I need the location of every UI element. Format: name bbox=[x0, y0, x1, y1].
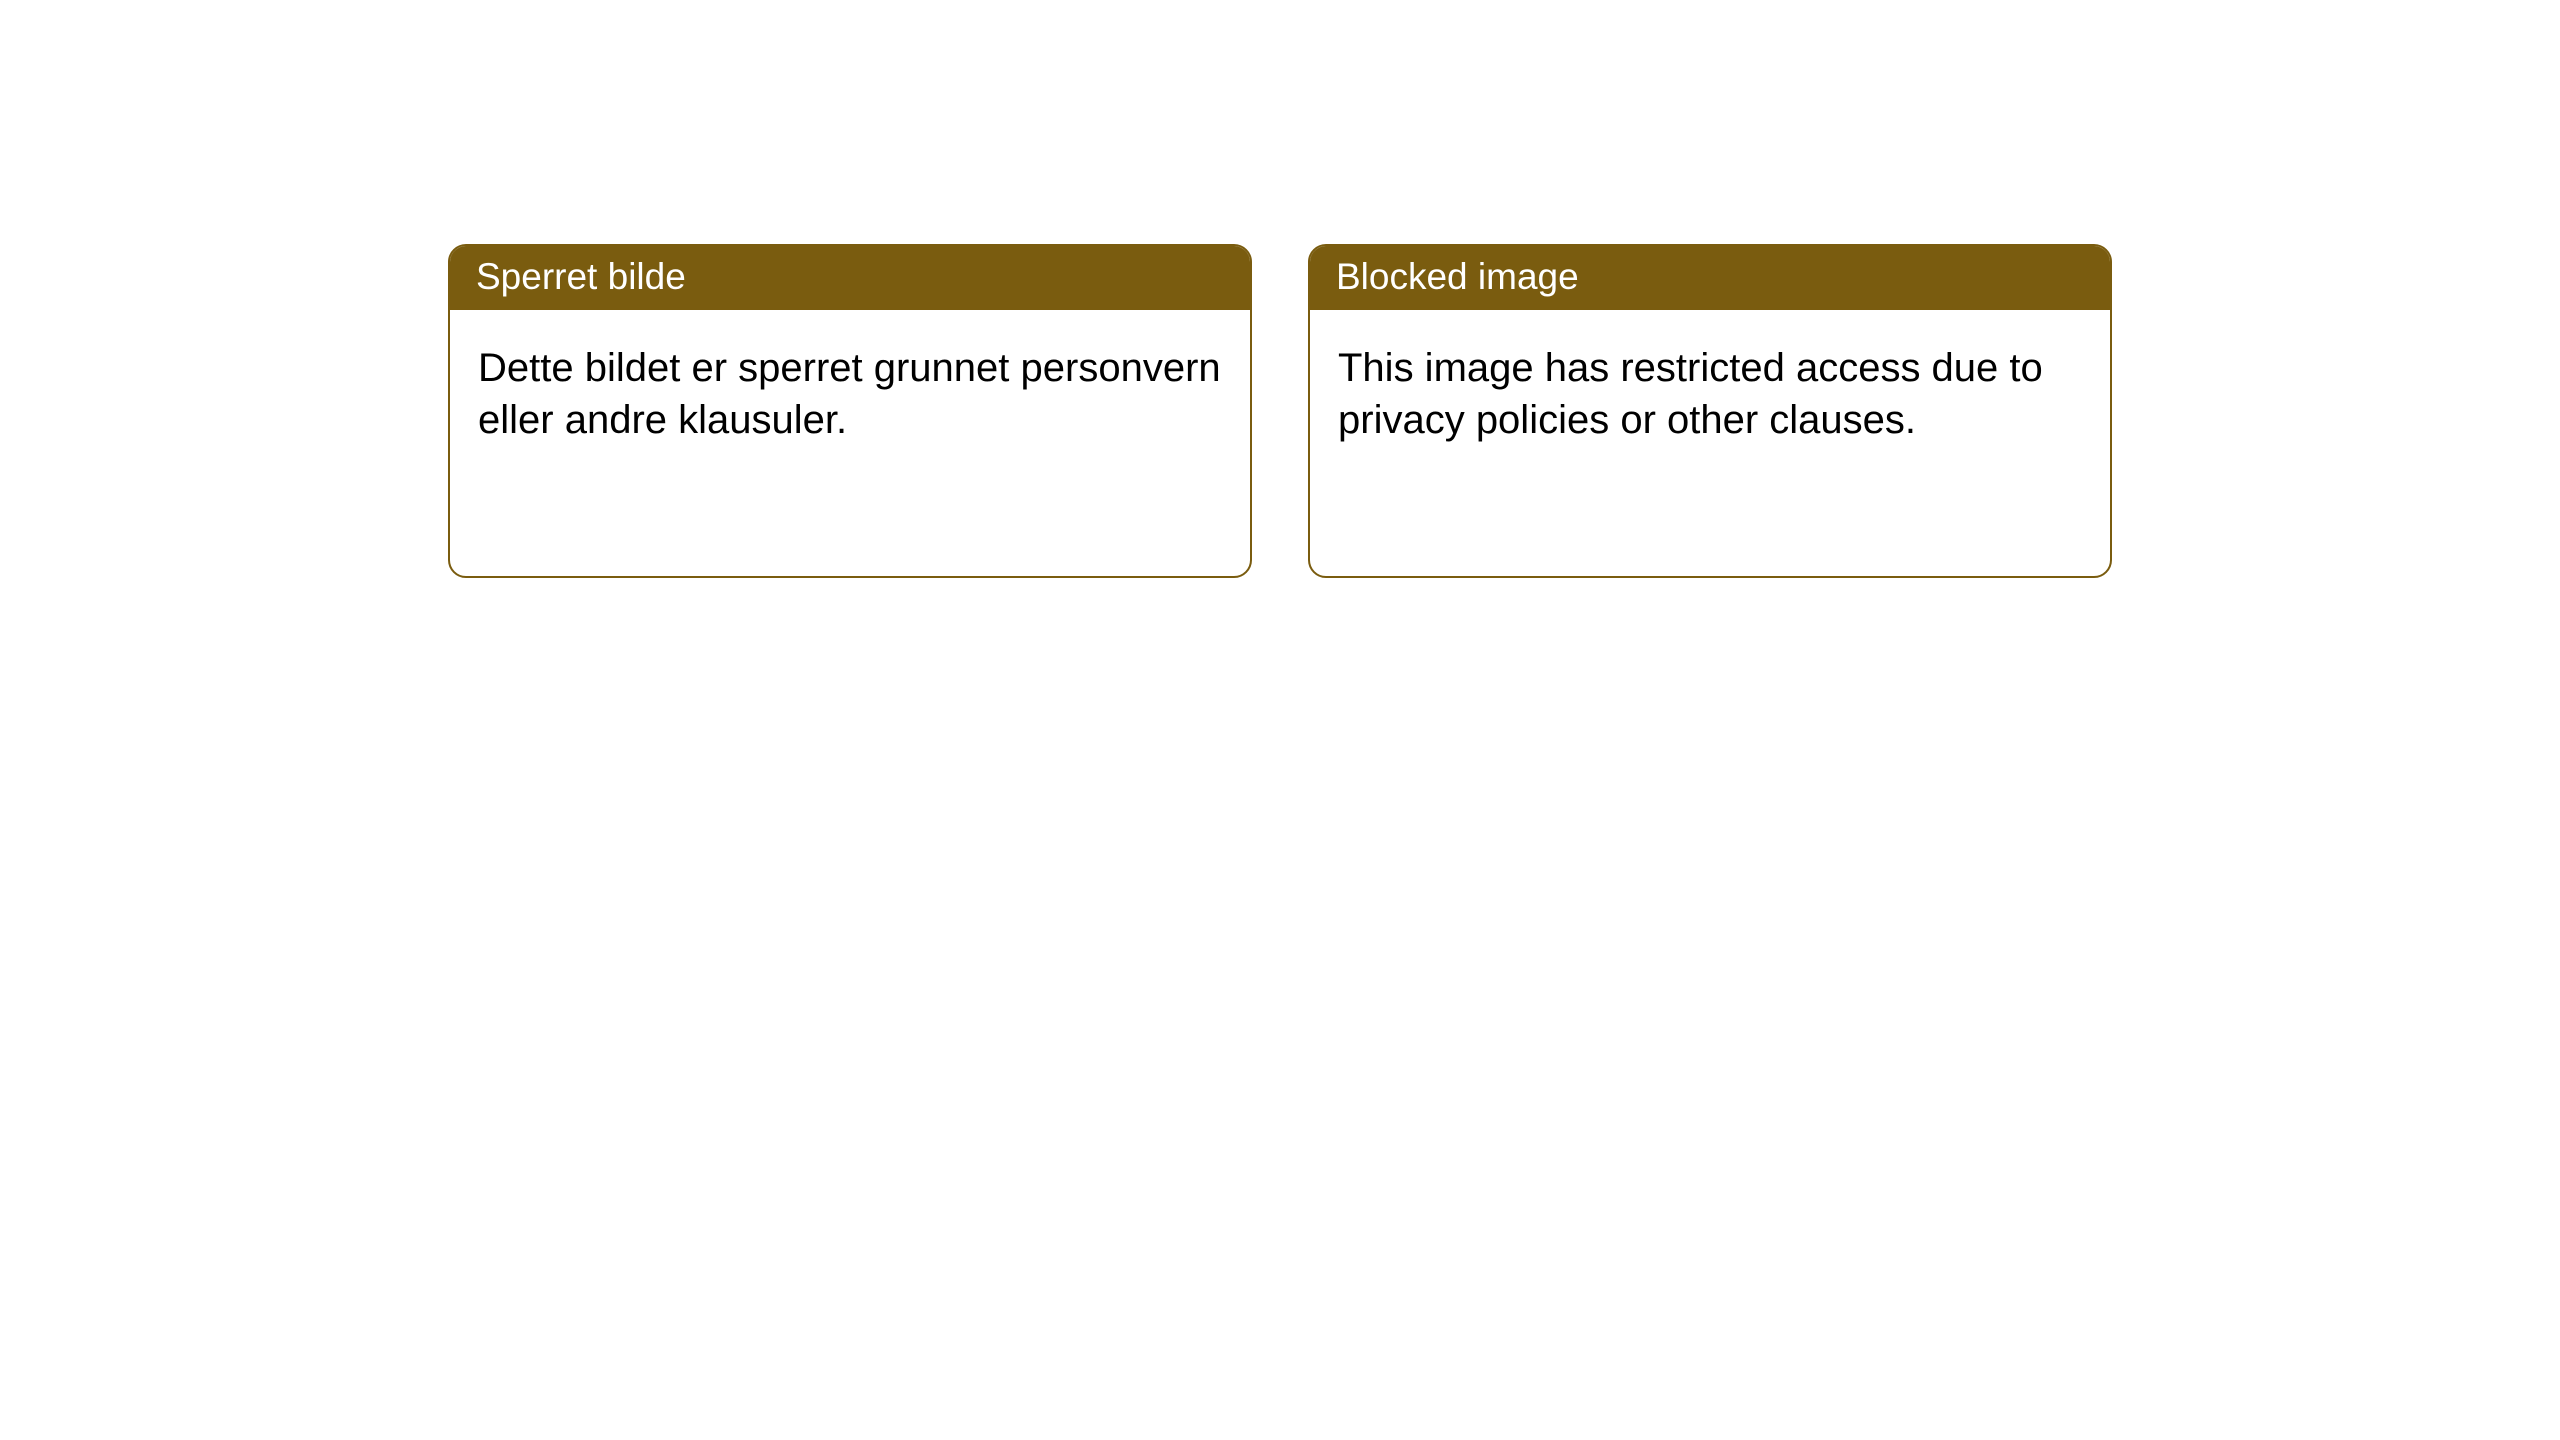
notice-card-english: Blocked image This image has restricted … bbox=[1308, 244, 2112, 578]
notice-text: Dette bildet er sperret grunnet personve… bbox=[478, 346, 1221, 442]
notice-title: Blocked image bbox=[1336, 256, 1579, 297]
notice-title: Sperret bilde bbox=[476, 256, 686, 297]
notice-header-norwegian: Sperret bilde bbox=[450, 246, 1250, 310]
notice-container: Sperret bilde Dette bildet er sperret gr… bbox=[0, 0, 2560, 578]
notice-text: This image has restricted access due to … bbox=[1338, 346, 2043, 442]
notice-body-english: This image has restricted access due to … bbox=[1310, 310, 2110, 478]
notice-card-norwegian: Sperret bilde Dette bildet er sperret gr… bbox=[448, 244, 1252, 578]
notice-header-english: Blocked image bbox=[1310, 246, 2110, 310]
notice-body-norwegian: Dette bildet er sperret grunnet personve… bbox=[450, 310, 1250, 478]
